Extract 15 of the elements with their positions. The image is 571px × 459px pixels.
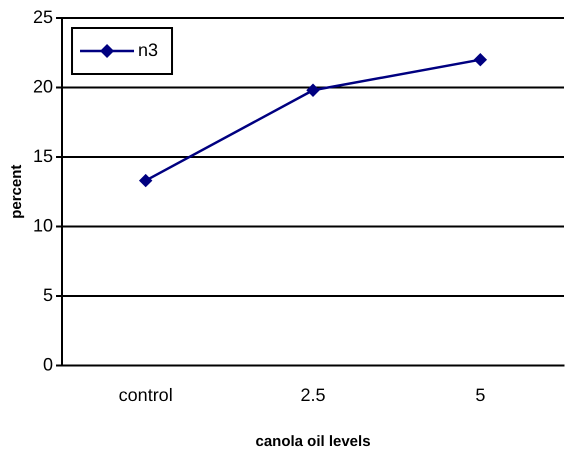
y-tick-label: 20 xyxy=(32,76,54,96)
y-tick-label: 0 xyxy=(43,354,54,374)
y-tick-label: 25 xyxy=(32,6,54,27)
y-axis-title: percent xyxy=(8,164,26,219)
x-axis-title: canola oil levels xyxy=(255,433,371,450)
point xyxy=(474,53,487,66)
x-tick-label: 2.5 xyxy=(300,385,326,406)
point xyxy=(306,84,320,97)
y-tick-label: 15 xyxy=(32,146,54,166)
y-tick-label: 10 xyxy=(32,215,54,236)
y-tick-label: 5 xyxy=(43,284,54,305)
x-tick-label: control xyxy=(118,385,173,406)
legend-label: n3 xyxy=(138,40,158,60)
point xyxy=(139,174,152,188)
x-tick-label: 5 xyxy=(475,385,486,406)
